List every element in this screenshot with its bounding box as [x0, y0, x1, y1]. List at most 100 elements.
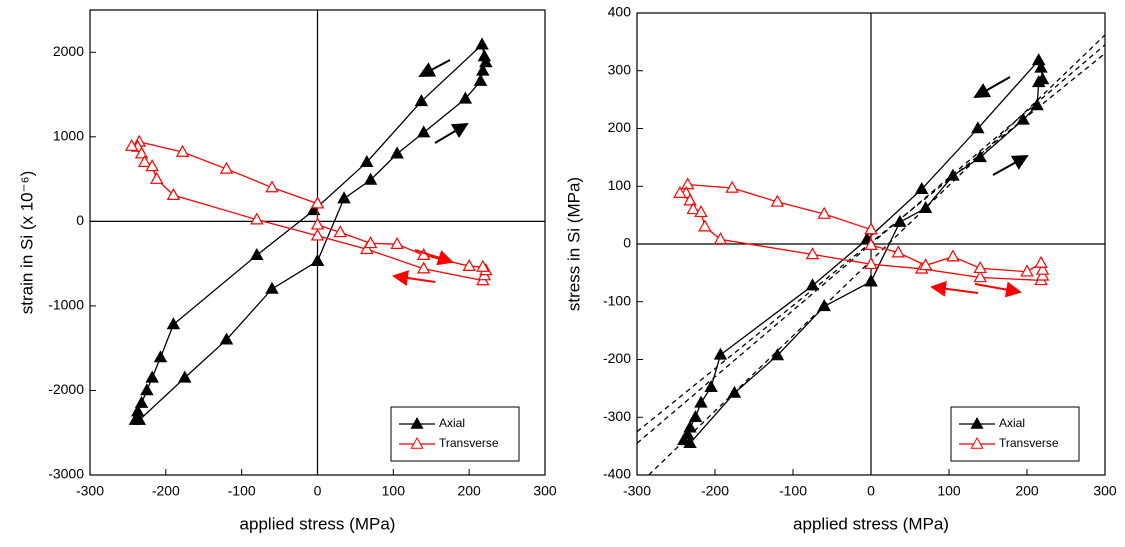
y-tick-label: 0 [623, 235, 631, 251]
data-point [473, 73, 488, 86]
data-point [864, 222, 878, 235]
data-point [817, 299, 831, 312]
data-point [132, 412, 147, 425]
data-point [914, 181, 929, 194]
data-point [683, 436, 697, 449]
y-tick-label: -400 [603, 466, 631, 482]
data-point [683, 193, 697, 206]
series-line [134, 43, 487, 421]
legend-marker [410, 416, 424, 429]
x-axis-label: applied stress (MPa) [793, 514, 949, 533]
y-axis-label: strain in Si (x 10⁻⁶) [17, 171, 36, 315]
legend-label: Transverse [999, 436, 1059, 450]
data-point [333, 225, 347, 238]
data-point [219, 332, 234, 345]
legend-marker [970, 416, 984, 429]
data-point [918, 258, 933, 271]
data-point [475, 37, 489, 50]
data-point [140, 383, 154, 396]
data-point [390, 146, 404, 159]
data-point [265, 281, 279, 294]
data-point [479, 55, 493, 68]
data-point [725, 180, 739, 193]
plot-panel: -300 -200 -100 0 100 200 300-400-300-200-10001… [564, 4, 1116, 534]
data-point [1035, 72, 1050, 85]
data-point [1034, 255, 1048, 268]
annotation-arrows [392, 59, 1029, 298]
reference-line [648, 34, 1106, 476]
data-point [973, 270, 987, 283]
data-point [680, 177, 695, 190]
data-point [250, 247, 264, 260]
arrow [418, 59, 451, 77]
legend-label: Transverse [439, 436, 499, 450]
data-point [1034, 60, 1048, 73]
data-point [713, 232, 728, 245]
y-tick-label: 2000 [53, 43, 84, 59]
data-point [686, 202, 700, 215]
data-point [166, 187, 181, 200]
data-point [150, 171, 164, 184]
data-point [1031, 53, 1046, 66]
data-point [973, 261, 987, 274]
data-point [805, 247, 820, 260]
data-point [124, 138, 139, 151]
data-point [360, 242, 374, 255]
data-point [134, 395, 149, 408]
x-tick-label: 100 [937, 483, 961, 499]
y-tick-label: 1000 [53, 128, 84, 144]
x-tick-label: 0 [867, 483, 875, 499]
data-point [891, 245, 906, 258]
data-point [145, 370, 159, 383]
data-point [306, 203, 321, 216]
series-line [129, 141, 487, 282]
data-point [713, 347, 728, 360]
data-point [219, 161, 234, 174]
data-point [805, 278, 820, 291]
data-point [175, 144, 190, 157]
data-point [698, 219, 712, 232]
data-point [918, 200, 933, 213]
data-point [1035, 262, 1050, 275]
y-tick-label: 300 [608, 61, 632, 77]
data-point [727, 385, 742, 398]
data-point [462, 258, 476, 271]
x-tick-label: -300 [76, 483, 104, 499]
legend-label: Axial [439, 416, 465, 430]
y-axis-label: stress in Si (MPa) [564, 177, 583, 311]
data-point [864, 237, 878, 250]
y-tick-label: -200 [603, 350, 631, 366]
data-point [973, 150, 987, 163]
data-point [677, 433, 691, 446]
x-tick-label: 300 [533, 483, 557, 499]
arrow [434, 122, 469, 144]
data-point [770, 348, 785, 361]
data-point [1020, 264, 1034, 277]
data-point [476, 259, 490, 272]
data-point [414, 94, 429, 107]
legend-label: Axial [999, 416, 1025, 430]
data-point [250, 212, 264, 225]
legend-box [390, 406, 520, 462]
data-point [476, 63, 490, 76]
plot-panel: -300 -200 -100 0 100 200 300-3000-2000-1000010… [17, 9, 557, 533]
data-point [390, 236, 404, 249]
data-point [694, 205, 708, 218]
y-tick-label: -3000 [48, 466, 84, 482]
x-tick-label: -200 [701, 483, 729, 499]
data-point [310, 253, 325, 266]
arrow [992, 155, 1029, 176]
data-point [360, 154, 374, 167]
x-tick-label: 0 [314, 483, 322, 499]
y-tick-label: 100 [608, 177, 632, 193]
data-point [477, 49, 492, 62]
x-tick-label: 300 [1093, 483, 1117, 499]
y-tick-label: -1000 [48, 297, 84, 313]
data-point [153, 350, 168, 363]
x-tick-label: -300 [623, 483, 651, 499]
data-point [1035, 268, 1050, 281]
data-point [893, 214, 907, 227]
data-point [265, 180, 279, 193]
series-line [677, 183, 1044, 282]
